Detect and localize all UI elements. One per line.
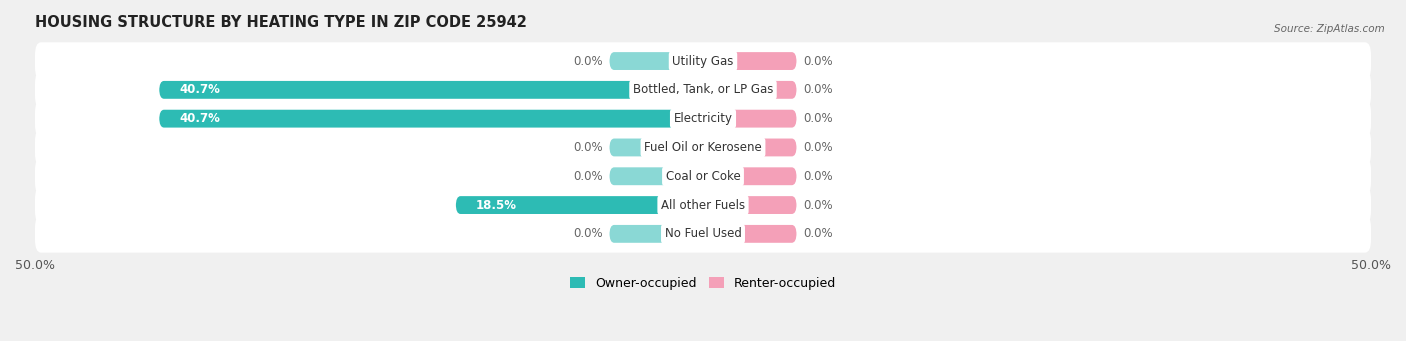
FancyBboxPatch shape [703, 110, 797, 128]
FancyBboxPatch shape [703, 196, 797, 214]
Text: 0.0%: 0.0% [574, 55, 603, 68]
Legend: Owner-occupied, Renter-occupied: Owner-occupied, Renter-occupied [565, 272, 841, 295]
FancyBboxPatch shape [609, 225, 703, 243]
FancyBboxPatch shape [703, 225, 797, 243]
FancyBboxPatch shape [703, 81, 797, 99]
Text: No Fuel Used: No Fuel Used [665, 227, 741, 240]
FancyBboxPatch shape [35, 186, 1371, 224]
Text: 0.0%: 0.0% [803, 112, 832, 125]
Text: 0.0%: 0.0% [803, 141, 832, 154]
FancyBboxPatch shape [159, 81, 703, 99]
FancyBboxPatch shape [609, 138, 703, 157]
Text: HOUSING STRUCTURE BY HEATING TYPE IN ZIP CODE 25942: HOUSING STRUCTURE BY HEATING TYPE IN ZIP… [35, 15, 527, 30]
FancyBboxPatch shape [703, 167, 797, 185]
FancyBboxPatch shape [35, 71, 1371, 108]
Text: 0.0%: 0.0% [574, 141, 603, 154]
FancyBboxPatch shape [703, 52, 797, 70]
FancyBboxPatch shape [35, 215, 1371, 253]
Text: 0.0%: 0.0% [803, 170, 832, 183]
Text: 40.7%: 40.7% [180, 83, 221, 97]
Text: Fuel Oil or Kerosene: Fuel Oil or Kerosene [644, 141, 762, 154]
FancyBboxPatch shape [35, 158, 1371, 195]
FancyBboxPatch shape [35, 42, 1371, 80]
Text: 0.0%: 0.0% [803, 83, 832, 97]
Text: Bottled, Tank, or LP Gas: Bottled, Tank, or LP Gas [633, 83, 773, 97]
FancyBboxPatch shape [35, 129, 1371, 166]
Text: All other Fuels: All other Fuels [661, 198, 745, 211]
Text: 0.0%: 0.0% [803, 55, 832, 68]
Text: Utility Gas: Utility Gas [672, 55, 734, 68]
Text: 0.0%: 0.0% [574, 170, 603, 183]
Text: 0.0%: 0.0% [574, 227, 603, 240]
Text: Source: ZipAtlas.com: Source: ZipAtlas.com [1274, 24, 1385, 34]
FancyBboxPatch shape [456, 196, 703, 214]
FancyBboxPatch shape [159, 110, 703, 128]
Text: 0.0%: 0.0% [803, 198, 832, 211]
FancyBboxPatch shape [35, 100, 1371, 137]
FancyBboxPatch shape [609, 52, 703, 70]
FancyBboxPatch shape [703, 138, 797, 157]
FancyBboxPatch shape [609, 167, 703, 185]
Text: 18.5%: 18.5% [475, 198, 517, 211]
Text: 0.0%: 0.0% [803, 227, 832, 240]
Text: 40.7%: 40.7% [180, 112, 221, 125]
Text: Coal or Coke: Coal or Coke [665, 170, 741, 183]
Text: Electricity: Electricity [673, 112, 733, 125]
